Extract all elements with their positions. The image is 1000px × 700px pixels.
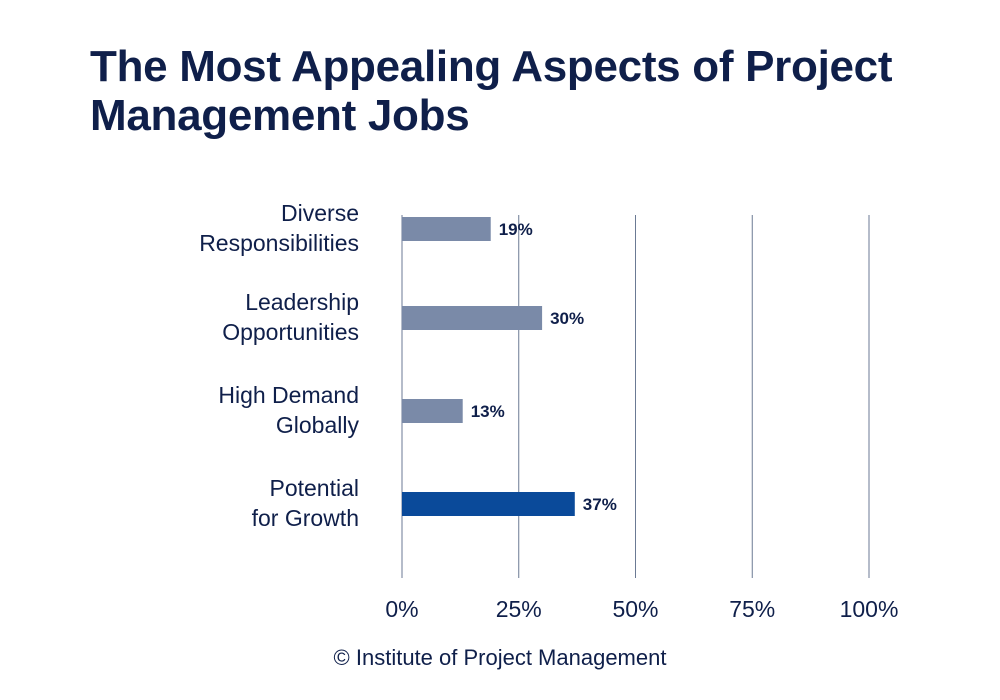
source-credit: © Institute of Project Management (333, 645, 667, 670)
category-label: Opportunities (222, 319, 359, 345)
bar (402, 492, 575, 516)
x-tick-label: 0% (385, 596, 418, 622)
category-label: Globally (276, 412, 360, 438)
data-label: 37% (583, 495, 617, 514)
data-label: 30% (550, 309, 584, 328)
x-tick-label: 100% (840, 596, 899, 622)
x-tick-label: 50% (612, 596, 658, 622)
category-labels: Diverse Responsibilities Leadership Opportu… (199, 200, 359, 531)
gridlines (401, 215, 870, 578)
category-label: for Growth (252, 505, 359, 531)
category-label: Potential (269, 475, 359, 501)
chart-title: The Most Appealing Aspects of Project Ma… (90, 42, 893, 140)
data-label: 19% (499, 220, 533, 239)
bar (402, 306, 543, 330)
category-label: Responsibilities (199, 230, 359, 256)
category-label: Leadership (245, 289, 359, 315)
x-tick-label: 25% (496, 596, 542, 622)
x-axis-ticks: 0% 25% 50% 75% 100% (385, 596, 898, 622)
x-tick-label: 75% (729, 596, 775, 622)
bar (402, 217, 491, 241)
category-label: High Demand (218, 382, 359, 408)
data-label: 13% (471, 402, 505, 421)
bar (402, 399, 463, 423)
bars: 19% 30% 13% 37% (402, 217, 617, 516)
category-label: Diverse (281, 200, 359, 226)
